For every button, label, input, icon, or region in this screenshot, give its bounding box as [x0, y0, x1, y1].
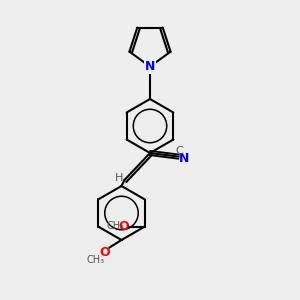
Text: O: O	[100, 245, 110, 259]
Text: N: N	[179, 152, 189, 165]
Text: C: C	[176, 146, 183, 156]
Text: N: N	[145, 60, 155, 73]
Text: CH₃: CH₃	[106, 221, 124, 231]
Text: H: H	[115, 172, 123, 183]
Text: CH₃: CH₃	[87, 255, 105, 266]
Text: O: O	[118, 220, 129, 233]
